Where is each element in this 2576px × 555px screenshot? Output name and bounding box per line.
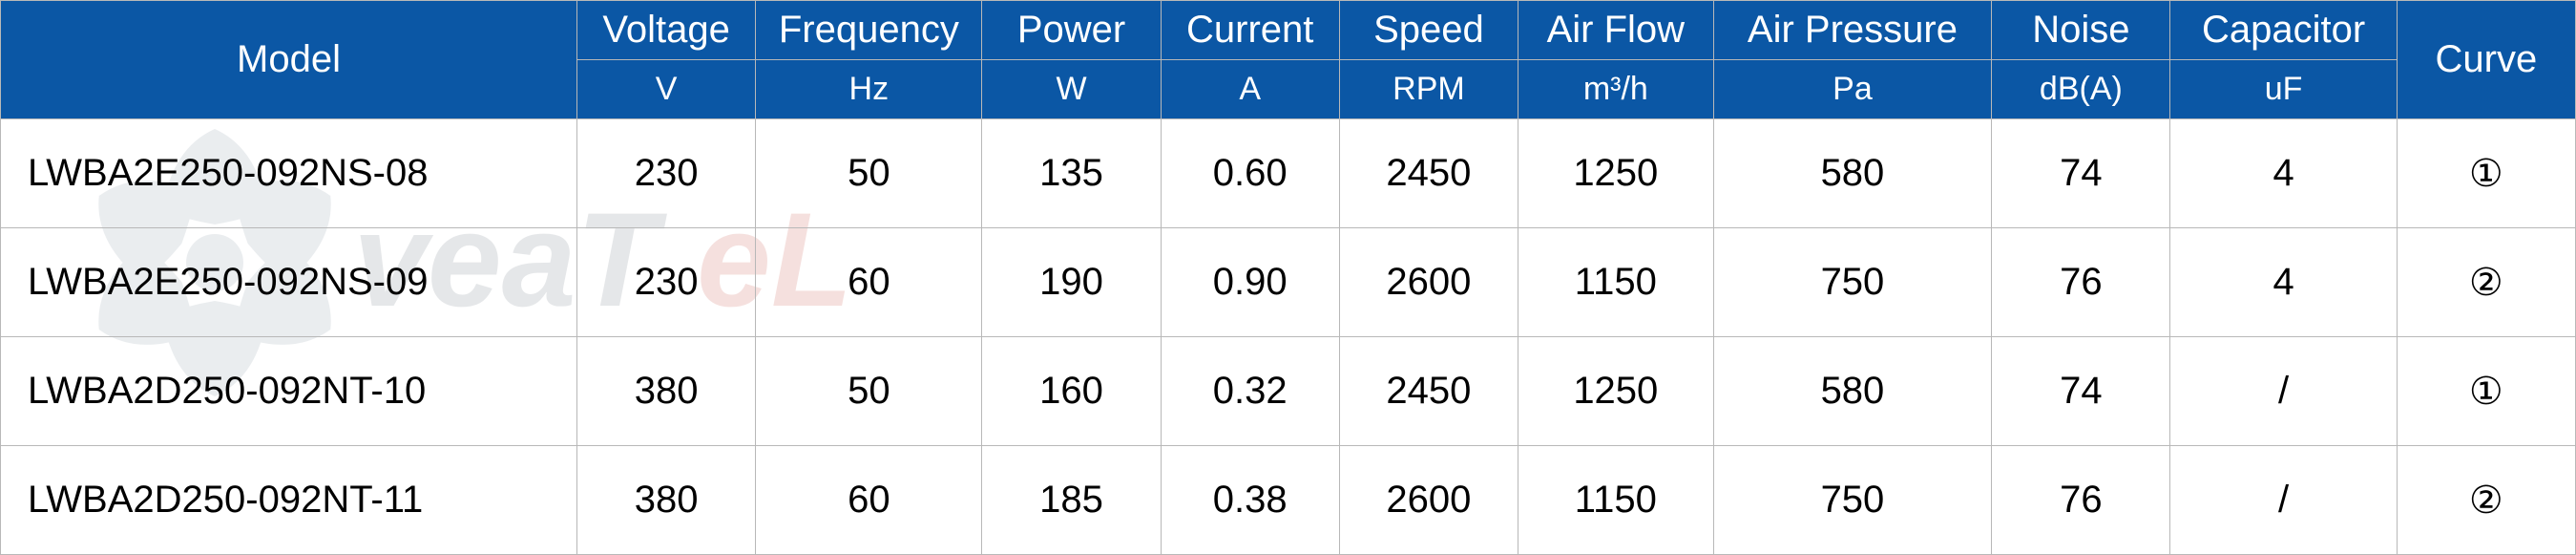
header-row-labels: Model Voltage Frequency Power Current Sp… <box>1 1 2576 60</box>
cell-model: LWBA2D250-092NT-10 <box>1 337 577 446</box>
cell-current: 0.38 <box>1161 446 1339 555</box>
table-row: LWBA2D250-092NT-11 380 60 185 0.38 2600 … <box>1 446 2576 555</box>
cell-curve: ① <box>2397 119 2575 228</box>
table-row: LWBA2E250-092NS-09 230 60 190 0.90 2600 … <box>1 228 2576 337</box>
table-row: LWBA2D250-092NT-10 380 50 160 0.32 2450 … <box>1 337 2576 446</box>
cell-airflow: 1250 <box>1518 119 1714 228</box>
cell-current: 0.60 <box>1161 119 1339 228</box>
cell-frequency: 60 <box>756 446 982 555</box>
cell-model: LWBA2E250-092NS-09 <box>1 228 577 337</box>
table-row: LWBA2E250-092NS-08 230 50 135 0.60 2450 … <box>1 119 2576 228</box>
cell-speed: 2450 <box>1339 119 1518 228</box>
cell-noise: 76 <box>1992 446 2170 555</box>
cell-model: LWBA2E250-092NS-08 <box>1 119 577 228</box>
cell-airflow: 1150 <box>1518 228 1714 337</box>
cell-capacitor: / <box>2170 446 2397 555</box>
cell-airpressure: 750 <box>1713 228 1992 337</box>
header-speed: Speed <box>1339 1 1518 60</box>
cell-model: LWBA2D250-092NT-11 <box>1 446 577 555</box>
unit-speed: RPM <box>1339 60 1518 119</box>
cell-speed: 2600 <box>1339 446 1518 555</box>
unit-voltage: V <box>577 60 756 119</box>
cell-airflow: 1250 <box>1518 337 1714 446</box>
unit-noise: dB(A) <box>1992 60 2170 119</box>
cell-airflow: 1150 <box>1518 446 1714 555</box>
cell-noise: 74 <box>1992 119 2170 228</box>
unit-airflow: m³/h <box>1518 60 1714 119</box>
cell-speed: 2450 <box>1339 337 1518 446</box>
header-current: Current <box>1161 1 1339 60</box>
cell-power: 160 <box>982 337 1161 446</box>
cell-frequency: 50 <box>756 119 982 228</box>
cell-voltage: 380 <box>577 446 756 555</box>
header-power: Power <box>982 1 1161 60</box>
cell-power: 185 <box>982 446 1161 555</box>
cell-noise: 74 <box>1992 337 2170 446</box>
cell-voltage: 230 <box>577 119 756 228</box>
cell-curve: ② <box>2397 228 2575 337</box>
cell-capacitor: / <box>2170 337 2397 446</box>
spec-table: Model Voltage Frequency Power Current Sp… <box>0 0 2576 555</box>
cell-capacitor: 4 <box>2170 228 2397 337</box>
header-noise: Noise <box>1992 1 2170 60</box>
unit-frequency: Hz <box>756 60 982 119</box>
cell-capacitor: 4 <box>2170 119 2397 228</box>
cell-airpressure: 580 <box>1713 119 1992 228</box>
header-frequency: Frequency <box>756 1 982 60</box>
header-curve: Curve <box>2397 1 2575 119</box>
unit-power: W <box>982 60 1161 119</box>
cell-frequency: 60 <box>756 228 982 337</box>
cell-power: 135 <box>982 119 1161 228</box>
cell-voltage: 380 <box>577 337 756 446</box>
cell-curve: ② <box>2397 446 2575 555</box>
cell-airpressure: 580 <box>1713 337 1992 446</box>
unit-capacitor: uF <box>2170 60 2397 119</box>
unit-airpressure: Pa <box>1713 60 1992 119</box>
unit-current: A <box>1161 60 1339 119</box>
cell-speed: 2600 <box>1339 228 1518 337</box>
cell-current: 0.90 <box>1161 228 1339 337</box>
header-airpressure: Air Pressure <box>1713 1 1992 60</box>
cell-airpressure: 750 <box>1713 446 1992 555</box>
cell-frequency: 50 <box>756 337 982 446</box>
cell-curve: ① <box>2397 337 2575 446</box>
header-capacitor: Capacitor <box>2170 1 2397 60</box>
header-model: Model <box>1 1 577 119</box>
cell-noise: 76 <box>1992 228 2170 337</box>
header-airflow: Air Flow <box>1518 1 1714 60</box>
header-voltage: Voltage <box>577 1 756 60</box>
cell-current: 0.32 <box>1161 337 1339 446</box>
cell-power: 190 <box>982 228 1161 337</box>
cell-voltage: 230 <box>577 228 756 337</box>
